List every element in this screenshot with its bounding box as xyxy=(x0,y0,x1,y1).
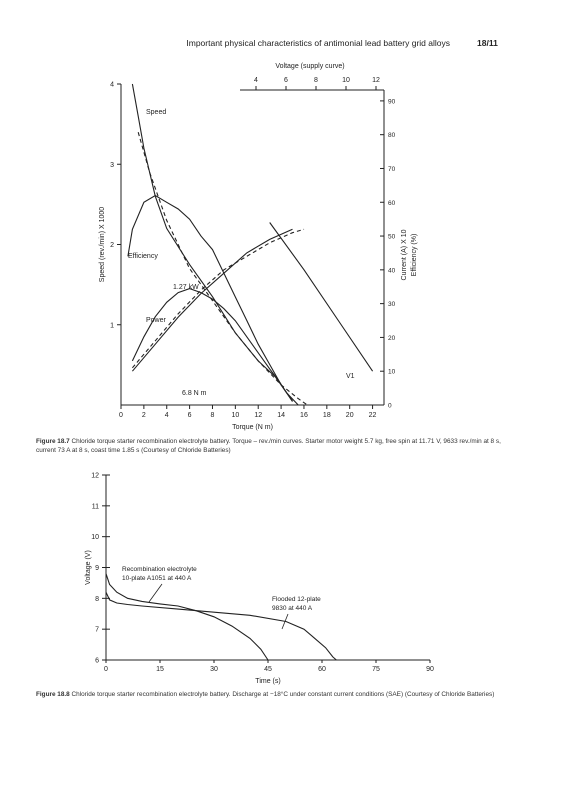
y-axis-title: Voltage (V) xyxy=(85,550,92,585)
y-left-tick-label: 3 xyxy=(110,162,114,169)
y-right-tick-label: 20 xyxy=(388,335,396,342)
x-tick-label: 2 xyxy=(142,412,146,419)
running-title: Important physical characteristics of an… xyxy=(186,38,450,48)
x-tick-label: 10 xyxy=(231,412,239,419)
annotation-flooded-detail: 9830 at 440 A xyxy=(272,605,313,612)
y-right-tick-label: 90 xyxy=(388,98,396,105)
y-left-tick-label: 2 xyxy=(110,242,114,249)
annotation-power-peak: 1.27 kW xyxy=(173,284,199,291)
series-line-power xyxy=(131,288,293,402)
y-right-tick-label: 50 xyxy=(388,234,396,241)
x-axis-title: Torque (N m) xyxy=(232,424,273,431)
figure-18-7-caption: Figure 18.7 Chloride torque starter reco… xyxy=(36,438,511,455)
x-tick-label: 14 xyxy=(277,412,285,419)
annotation-v1: V1 xyxy=(346,373,355,380)
x-tick-label: 45 xyxy=(264,666,272,673)
x-tick-label: 0 xyxy=(104,666,108,673)
series-line-speed xyxy=(131,83,299,406)
annotation-speed: Speed xyxy=(146,109,166,116)
y-right-tick-label: 40 xyxy=(388,267,396,274)
series-line-v1 xyxy=(269,222,374,372)
x-tick-label: 30 xyxy=(210,666,218,673)
annotation-recombination: Recombination electrolyte xyxy=(122,566,197,573)
series-line-flooded xyxy=(105,591,337,661)
annotation-recombination-detail: 10-plate A1051 at 440 A xyxy=(122,575,192,582)
y-right-tick-label: 80 xyxy=(388,132,396,139)
y-right-axis-title: Current (A) X 10 xyxy=(401,229,408,280)
y-tick-label: 11 xyxy=(92,503,99,510)
x-tick-label: 22 xyxy=(369,412,377,419)
x-tick-label: 8 xyxy=(211,412,215,419)
y-left-tick-label: 1 xyxy=(110,322,114,329)
y-tick-label: 7 xyxy=(95,627,99,634)
top-axis-tick-label: 12 xyxy=(372,77,380,84)
caption-text: Chloride torque starter recombination el… xyxy=(71,691,495,698)
y-tick-label: 8 xyxy=(95,596,99,603)
leader-line-flooded xyxy=(281,613,289,630)
annotation-power: Power xyxy=(146,317,167,324)
annotation-torque: 6.8 N m xyxy=(182,390,207,397)
x-tick-label: 0 xyxy=(119,412,123,419)
top-axis-tick-label: 8 xyxy=(314,77,318,84)
y-tick-label: 10 xyxy=(91,534,99,541)
caption-text: Chloride torque starter recombination el… xyxy=(36,438,501,454)
series-line-unnamed-5 xyxy=(131,228,305,369)
annotation-efficiency: Efficiency xyxy=(128,253,158,260)
y-right-tick-label: 70 xyxy=(388,166,396,173)
y-tick-label: 12 xyxy=(91,473,99,480)
top-axis-tick-label: 6 xyxy=(284,77,288,84)
x-axis-title: Time (s) xyxy=(255,678,280,685)
x-tick-label: 15 xyxy=(156,666,164,673)
annotation-flooded: Flooded 12-plate xyxy=(272,596,321,603)
x-tick-label: 6 xyxy=(188,412,192,419)
y-right-tick-label: 0 xyxy=(388,403,392,410)
series-line-recombination xyxy=(105,573,269,661)
x-tick-label: 16 xyxy=(300,412,308,419)
x-tick-label: 90 xyxy=(426,666,434,673)
top-axis-tick-label: 10 xyxy=(342,77,350,84)
y-right-tick-label: 10 xyxy=(388,369,396,376)
top-axis-title: Voltage (supply curve) xyxy=(275,63,344,70)
x-tick-label: 20 xyxy=(346,412,354,419)
y-tick-label: 6 xyxy=(95,658,99,665)
x-tick-label: 4 xyxy=(165,412,169,419)
caption-label: Figure 18.7 xyxy=(36,438,70,445)
y-left-axis-title: Speed (rev./min) X 1000 xyxy=(99,207,106,282)
leader-line-recombination xyxy=(148,583,163,603)
y-right-tick-label: 60 xyxy=(388,200,396,207)
series-line-unnamed-1 xyxy=(137,132,308,406)
y-right-tick-label: 30 xyxy=(388,301,396,308)
x-tick-label: 18 xyxy=(323,412,331,419)
caption-label: Figure 18.8 xyxy=(36,691,70,698)
page-number: 18/11 xyxy=(477,38,498,48)
series-line-unnamed-4 xyxy=(131,228,293,372)
top-axis-tick-label: 4 xyxy=(254,77,258,84)
x-tick-label: 60 xyxy=(318,666,326,673)
x-tick-label: 75 xyxy=(372,666,380,673)
series-line-efficiency xyxy=(127,194,293,402)
y-right-axis-title: Efficiency (%) xyxy=(411,234,418,277)
y-left-tick-label: 4 xyxy=(110,82,114,89)
x-tick-label: 12 xyxy=(254,412,262,419)
y-tick-label: 9 xyxy=(95,565,99,572)
figure-18-8-caption: Figure 18.8 Chloride torque starter reco… xyxy=(36,691,511,700)
